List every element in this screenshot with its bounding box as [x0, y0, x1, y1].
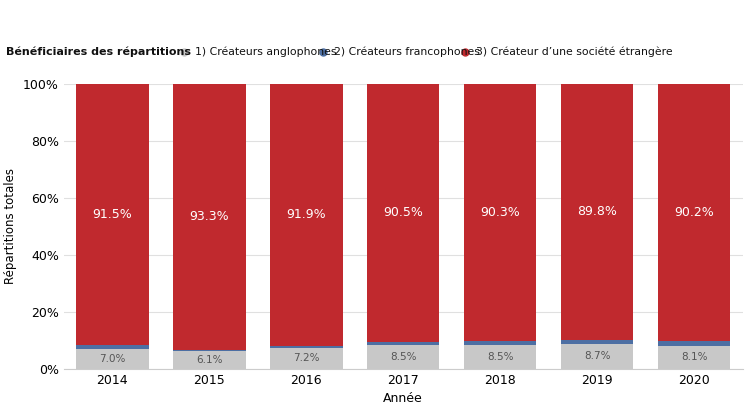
Text: 8.5%: 8.5%	[390, 352, 416, 362]
Bar	[367, 344, 440, 369]
Bar	[658, 84, 730, 341]
Bar	[270, 348, 343, 369]
Bar	[561, 340, 634, 344]
Bar	[76, 344, 148, 349]
Text: 90.3%: 90.3%	[480, 206, 520, 219]
Text: 8.7%: 8.7%	[584, 351, 610, 361]
Bar	[172, 349, 245, 352]
Text: 6.1%: 6.1%	[196, 355, 223, 365]
Bar	[464, 344, 536, 369]
Text: 91.5%: 91.5%	[92, 208, 132, 221]
Text: 8.1%: 8.1%	[681, 352, 707, 362]
Bar	[367, 84, 440, 341]
Text: 1) Créateurs anglophones: 1) Créateurs anglophones	[195, 47, 337, 57]
Text: 8.5%: 8.5%	[487, 352, 513, 362]
Bar	[172, 352, 245, 369]
Bar	[270, 346, 343, 348]
Bar	[464, 84, 536, 341]
Text: 90.5%: 90.5%	[383, 206, 423, 219]
Bar	[270, 84, 343, 346]
Text: 89.8%: 89.8%	[577, 205, 617, 218]
Text: 90.2%: 90.2%	[674, 206, 714, 219]
Bar	[367, 341, 440, 344]
Bar	[561, 344, 634, 369]
Y-axis label: Répartitions totales: Répartitions totales	[4, 168, 17, 284]
Bar	[658, 346, 730, 369]
Bar	[561, 84, 634, 340]
Text: 93.3%: 93.3%	[190, 210, 229, 223]
Text: 7.0%: 7.0%	[99, 354, 125, 364]
Text: Bénéficiaires des répartitions: Bénéficiaires des répartitions	[6, 47, 191, 57]
X-axis label: Année: Année	[383, 392, 423, 405]
Text: 7.2%: 7.2%	[293, 354, 320, 363]
Text: Médias numériques : Répartitions aux créateurs de la SOCAN en fonction de la lan: Médias numériques : Répartitions aux cré…	[6, 13, 688, 23]
Bar	[76, 349, 148, 369]
Text: 91.9%: 91.9%	[286, 208, 326, 221]
Text: 3) Créateur d’une société étrangère: 3) Créateur d’une société étrangère	[476, 47, 673, 57]
Bar	[172, 84, 245, 349]
Bar	[658, 341, 730, 346]
Bar	[76, 84, 148, 344]
Text: 2) Créateurs francophones: 2) Créateurs francophones	[334, 47, 480, 57]
Bar	[464, 341, 536, 344]
